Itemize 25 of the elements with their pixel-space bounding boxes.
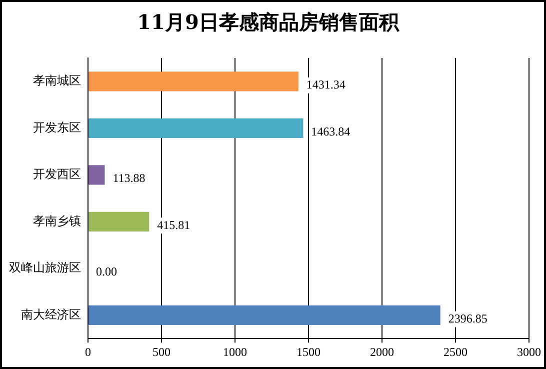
bar [88,72,298,92]
chart-title: 11月9日孝感商品房销售面积 [137,10,400,34]
y-tick-label: 孝南乡镇 [33,214,81,228]
data-label: 113.88 [112,171,146,186]
data-label: 415.81 [157,218,190,232]
y-tick-label: 双峰山旅游区 [9,260,81,275]
x-tick-label: 2500 [444,344,468,359]
bar [88,212,150,232]
bar [88,118,304,138]
y-tick-label: 南大经济区 [21,307,81,322]
x-tick-label: 1500 [296,344,320,359]
bar [88,165,105,185]
data-label: 1431.34 [306,78,346,92]
data-label: 2396.85 [448,311,488,326]
y-tick-label: 开发东区 [33,120,81,134]
y-tick-label: 孝南城区 [33,74,81,88]
x-tick-label: 3000 [517,344,541,359]
x-tick-label: 2000 [370,344,394,359]
y-tick-label: 开发西区 [33,167,81,182]
x-tick-label: 500 [152,344,170,359]
x-tick-label: 1000 [223,344,247,359]
data-label: 1463.84 [311,124,350,138]
x-tick-label: 0 [85,344,91,359]
data-label: 0.00 [96,264,117,279]
bar [88,305,440,326]
